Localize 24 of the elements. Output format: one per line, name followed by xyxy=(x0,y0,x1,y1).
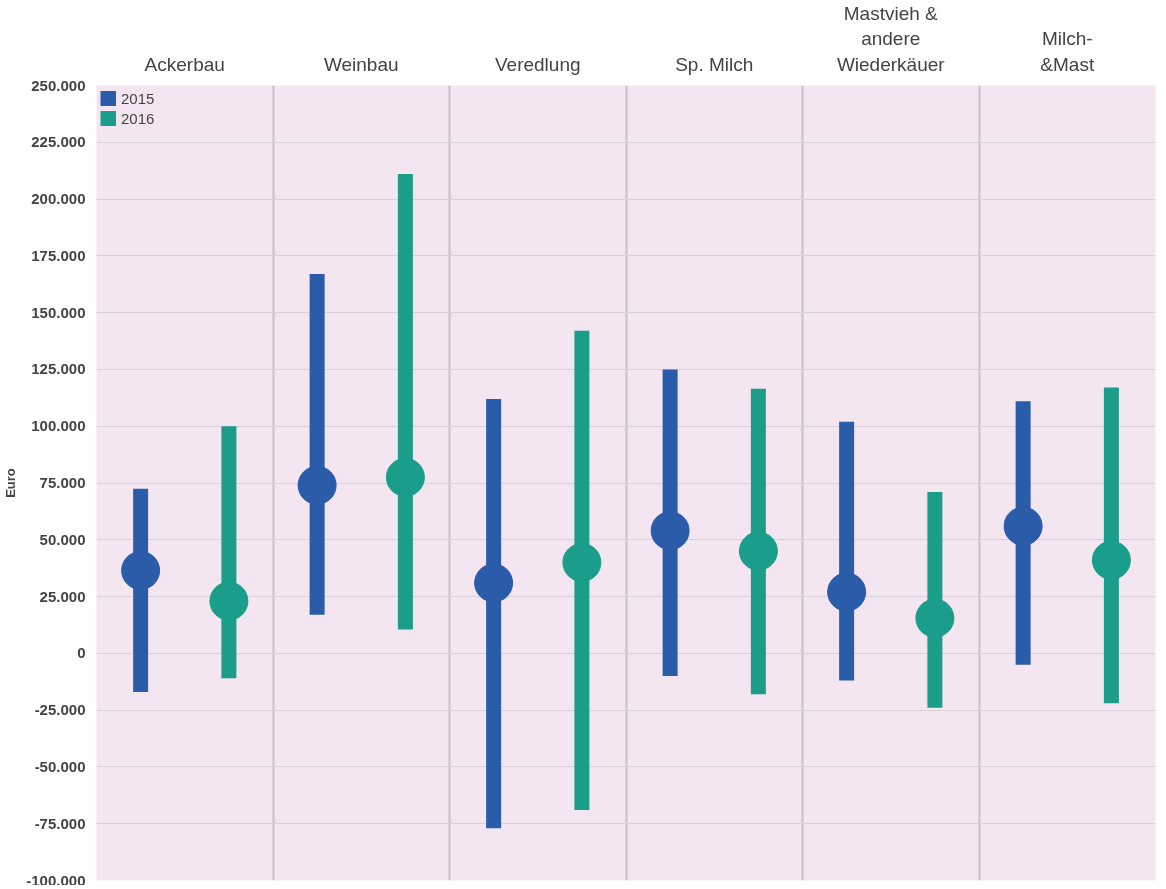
legend-label: 2015 xyxy=(121,89,155,107)
x-tick-label: Milch- &Mast xyxy=(1040,28,1095,75)
x-tick-label: Weinbau xyxy=(323,53,399,75)
y-tick-label: -50.000 xyxy=(34,757,86,775)
y-tick-label: 150.000 xyxy=(31,303,86,321)
y-tick-label: 125.000 xyxy=(31,360,86,378)
y-tick-label: 225.000 xyxy=(31,133,86,151)
y-tick-label: 75.000 xyxy=(39,474,86,491)
y-tick-label: 100.000 xyxy=(31,417,86,435)
x-tick-label: Ackerbau xyxy=(144,53,225,75)
y-tick-label: -75.000 xyxy=(34,814,86,832)
x-tick-label: Mastvieh & andere Wiederkäuer xyxy=(836,3,946,75)
y-tick-label: 250.000 xyxy=(31,76,86,94)
x-tick-label: Sp. Milch xyxy=(675,53,754,75)
y-tick-label: -25.000 xyxy=(34,701,86,719)
x-tick-label: Veredlung xyxy=(494,53,581,75)
y-axis-title: Euro xyxy=(3,468,19,498)
y-tick-label: 200.000 xyxy=(31,190,86,208)
y-tick-label: 0 xyxy=(77,644,86,662)
y-tick-label: -100.000 xyxy=(26,871,86,889)
y-tick-label: 25.000 xyxy=(39,587,86,605)
legend-label: 2016 xyxy=(121,109,155,127)
y-tick-label: 175.000 xyxy=(31,246,86,264)
y-tick-label: 50.000 xyxy=(39,530,86,548)
